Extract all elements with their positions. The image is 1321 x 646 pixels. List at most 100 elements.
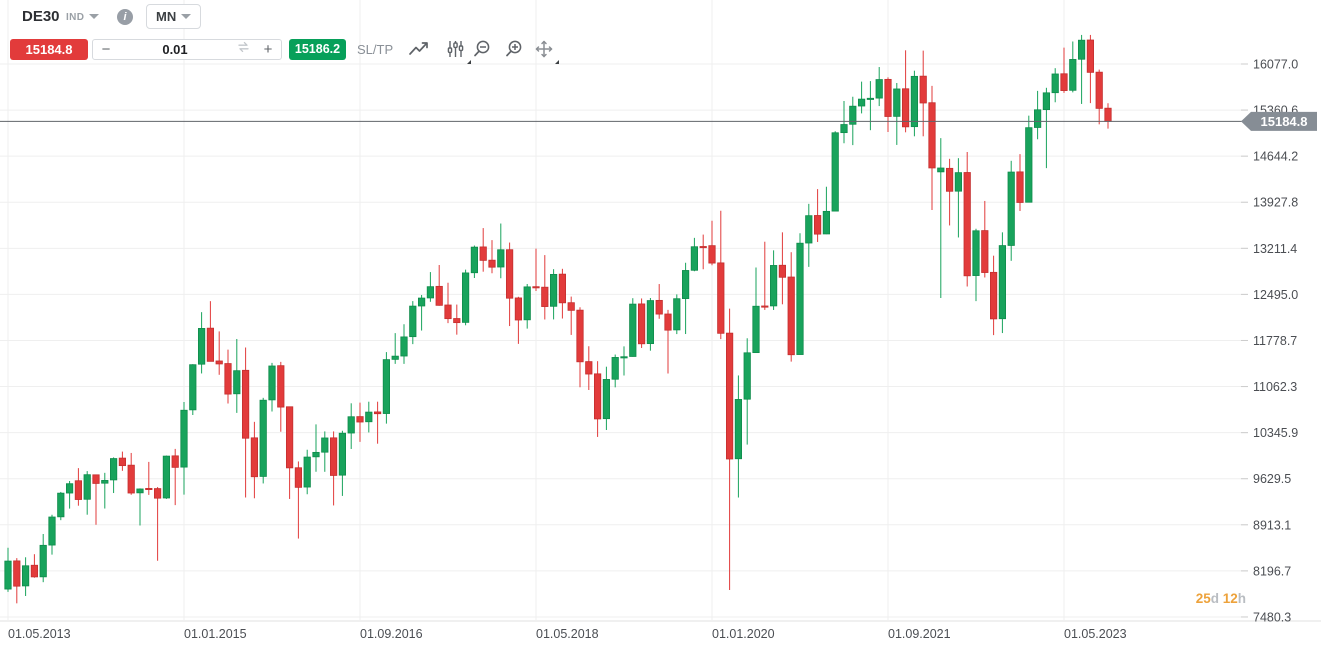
candle [532,248,540,291]
candle [101,472,109,509]
price-tick-label: 8196.7 [1253,564,1291,578]
candle [576,307,584,388]
volume-input[interactable]: 0.01 [162,42,188,57]
candle [241,347,250,498]
zoom-in-icon[interactable] [504,39,526,61]
candle [21,557,30,597]
price-tick-label: 11778.7 [1253,334,1297,348]
date-tick-label: 01.01.2015 [184,627,247,641]
candle [726,308,734,590]
pan-icon[interactable] [534,39,559,64]
candle [417,294,426,331]
candle [514,296,523,344]
symbol-dropdown-caret-icon[interactable] [89,14,99,19]
price-tick-label: 7480.3 [1253,610,1291,624]
candle [1025,115,1033,203]
candle [937,138,945,299]
candle [664,309,672,374]
candle [48,514,56,555]
candle [1007,160,1015,261]
candle [382,352,391,424]
candle [1034,90,1042,140]
candle [1069,41,1077,93]
indicators-icon[interactable] [446,39,471,64]
candle [153,487,162,561]
price-tick-label: 14644.2 [1253,150,1298,164]
candlestick-series [4,34,1112,604]
candle [426,272,435,302]
candle [13,558,21,604]
candle [110,457,118,494]
dropdown-corner-caret [467,60,471,64]
candle [822,186,831,235]
candle [497,223,505,279]
volume-increase-button[interactable]: + [263,41,273,58]
timeframe-value: MN [156,9,177,24]
candle [171,448,179,506]
candle [620,346,628,376]
volume-reset-icon[interactable] [231,40,255,59]
candle [954,158,963,238]
candle [690,237,699,272]
sell-button[interactable]: 15184.8 [10,39,88,60]
time-axis[interactable]: 01.05.2013 01.01.2015 01.09.2016 01.05.2018… [8,627,1127,641]
candle [594,361,602,437]
timeframe-caret-icon [181,14,191,19]
trendline-icon[interactable] [408,39,430,61]
gridlines [0,0,1248,620]
timeframe-select[interactable]: MN [146,4,201,29]
info-icon[interactable]: i [117,9,133,25]
candle [268,362,276,412]
candle [541,255,549,320]
candle [831,131,839,212]
volume-decrease-button[interactable]: − [101,41,111,58]
candle [734,375,743,498]
candle [963,151,971,287]
candle [250,421,258,499]
sltp-button[interactable]: SL/TP [357,42,394,57]
buy-button[interactable]: 15186.2 [289,39,346,60]
price-tick-label: 13927.8 [1253,196,1298,210]
candle [770,250,778,310]
candle-countdown: 25d 12h [1196,591,1246,606]
candle [884,77,892,133]
candle [435,265,443,306]
candle [1095,69,1103,125]
volume-stepper: − 0.01 + [92,39,282,60]
candle [338,430,347,496]
zoom-out-icon[interactable] [472,39,494,61]
candle [708,220,716,266]
candle [875,67,883,107]
candle [646,298,655,351]
price-tick-label: 11062.3 [1253,380,1297,394]
candle [206,301,214,362]
price-tick-label: 12495.0 [1253,288,1298,302]
candle [391,333,399,364]
candle [673,294,681,335]
candle [1086,34,1094,104]
date-tick-label: 01.09.2021 [888,627,951,641]
candle [567,296,575,335]
candle [180,401,188,495]
candle [162,455,170,499]
candle [1016,154,1024,212]
price-axis[interactable]: 16077.015360.614644.213927.813211.412495… [1241,58,1298,625]
candle [312,424,320,472]
candle [92,474,100,525]
market-type-label: IND [66,12,85,23]
candle [136,488,144,526]
candle [858,81,866,114]
candle [233,338,241,413]
price-tick-label: 10345.9 [1253,426,1298,440]
candle [30,554,39,578]
candle [981,200,989,278]
candle [329,431,338,506]
candle [505,242,514,327]
price-tick-label: 9629.5 [1253,472,1291,486]
candle [39,533,47,583]
candle [752,267,760,354]
candle [998,232,1007,334]
candle [303,449,311,495]
candle [928,85,936,211]
